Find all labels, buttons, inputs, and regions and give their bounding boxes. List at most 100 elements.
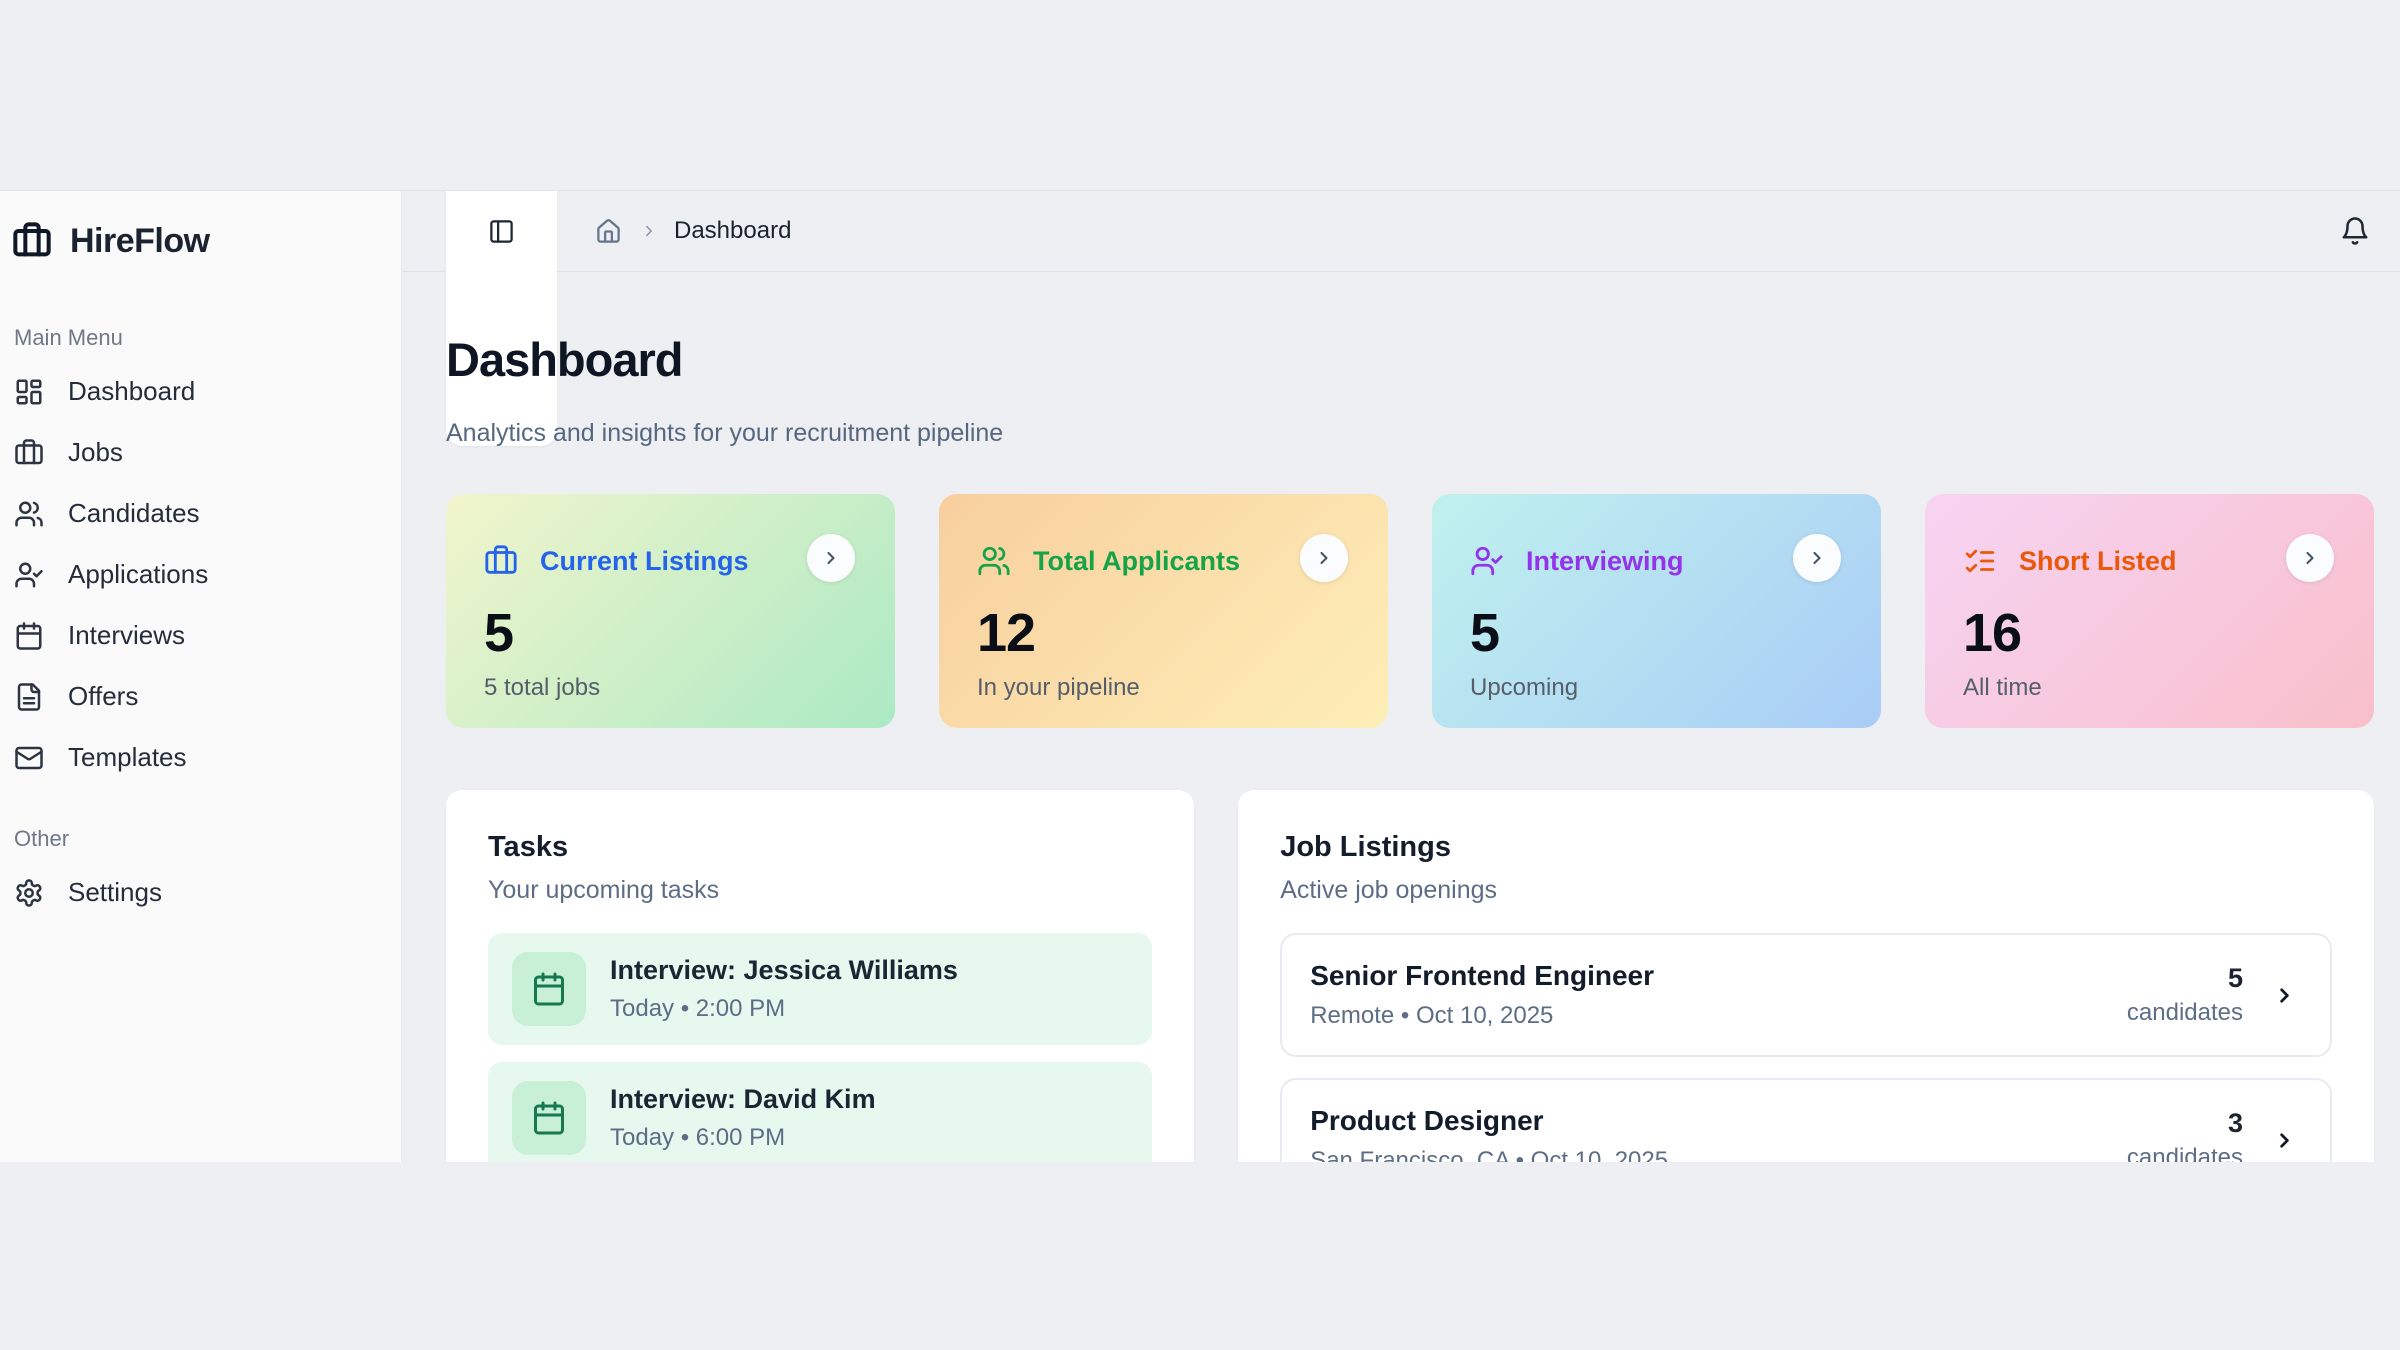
job-candidate-count: 5 <box>2227 963 2243 994</box>
job-candidate-label: candidates <box>2126 999 2243 1027</box>
stat-caption: In your pipeline <box>977 674 1140 702</box>
calendar-icon <box>534 1101 564 1135</box>
stat-cards: Current Listings 5 5 total jobs Total Ap… <box>446 494 2374 729</box>
stat-card-header: Total Applicants <box>977 544 1350 578</box>
task-item[interactable]: Interview: David Kim Today • 6:00 PM <box>488 1062 1153 1162</box>
sidebar-item-dashboard[interactable]: Dashboard <box>10 361 391 422</box>
job-candidate-label: candidates <box>2126 1144 2243 1162</box>
chevron-right-icon <box>2280 988 2289 1003</box>
job-listings-panel: Job Listings Active job openings Senior … <box>1238 790 2374 1162</box>
stat-label: Interviewing <box>1526 545 1684 576</box>
task-item[interactable]: Interview: Jessica Williams Today • 2:00… <box>488 933 1153 1046</box>
sidebar-item-label: Offers <box>68 681 139 711</box>
sidebar-item-templates[interactable]: Templates <box>10 727 391 788</box>
chevron-right-icon <box>827 551 835 565</box>
stat-card-short-listed[interactable]: Short Listed 16 All time <box>1925 494 2374 729</box>
job-count-block: 3 candidates <box>2127 1108 2243 1162</box>
stat-chevron-button[interactable] <box>2286 534 2334 583</box>
content: Dashboard Analytics and insights for you… <box>402 272 2400 1162</box>
calendar-icon <box>534 972 564 1006</box>
stat-card-header: Short Listed <box>1963 544 2336 578</box>
job-candidate-count: 3 <box>2227 1108 2243 1139</box>
sidebar-item-settings[interactable]: Settings <box>10 862 391 923</box>
stat-chevron-button[interactable] <box>1793 534 1841 583</box>
panel-left-icon <box>490 219 513 243</box>
job-info: Senior Frontend Engineer Remote • Oct 10… <box>1310 960 1654 1030</box>
job-list: Senior Frontend Engineer Remote • Oct 10… <box>1280 933 2332 1162</box>
job-row[interactable]: Senior Frontend Engineer Remote • Oct 10… <box>1280 933 2332 1058</box>
mail-icon <box>15 746 43 769</box>
breadcrumb-current: Dashboard <box>674 217 792 244</box>
breadcrumb-separator <box>640 222 658 240</box>
page-title: Dashboard <box>446 333 684 387</box>
nav-section-label-main: Main Menu <box>14 325 123 350</box>
stat-chevron-button[interactable] <box>807 534 855 583</box>
app-window: HireFlow Main Menu Dashboard Jobs Candid… <box>0 190 2400 1162</box>
sidebar-item-label: Applications <box>68 559 209 589</box>
job-right: 5 candidates <box>2127 963 2296 1027</box>
job-open-button[interactable] <box>2273 984 2296 1007</box>
task-time: Today • 6:00 PM <box>610 1124 786 1152</box>
job-listings-subtitle: Active job openings <box>1280 876 1497 905</box>
sidebar-toggle-button[interactable] <box>446 191 557 446</box>
stat-chevron-button[interactable] <box>1300 534 1348 583</box>
task-list: Interview: Jessica Williams Today • 2:00… <box>488 933 1153 1162</box>
briefcase-icon <box>15 438 43 464</box>
breadcrumb-home-button[interactable] <box>595 218 622 245</box>
job-count-block: 5 candidates <box>2127 963 2243 1027</box>
chevron-right-icon <box>646 225 652 237</box>
sidebar-item-label: Dashboard <box>68 376 196 406</box>
brand-name: HireFlow <box>70 221 210 260</box>
sidebar-item-label: Settings <box>68 877 162 907</box>
topbar: Dashboard <box>402 191 2400 446</box>
bell-icon <box>2342 217 2368 245</box>
task-title: Interview: Jessica Williams <box>610 955 958 986</box>
job-right: 3 candidates <box>2127 1108 2296 1162</box>
chevron-right-icon <box>2306 551 2314 565</box>
home-icon <box>597 218 620 243</box>
gear-icon <box>16 878 42 907</box>
nav-section-label-other: Other <box>14 826 70 851</box>
sidebar-item-interviews[interactable]: Interviews <box>10 605 391 666</box>
tasks-title: Tasks <box>488 831 569 864</box>
stat-caption: 5 total jobs <box>484 674 601 702</box>
sidebar-item-candidates[interactable]: Candidates <box>10 483 391 544</box>
sidebar-item-label: Templates <box>68 742 187 772</box>
stat-card-total-applicants[interactable]: Total Applicants 12 In your pipeline <box>939 494 1388 729</box>
file-text-icon <box>17 682 41 711</box>
stat-card-current-listings[interactable]: Current Listings 5 5 total jobs <box>446 494 895 729</box>
sidebar-item-offers[interactable]: Offers <box>10 666 391 727</box>
notifications-button[interactable] <box>2340 216 2370 246</box>
stat-value: 16 <box>1963 603 2022 664</box>
chevron-right-icon <box>1320 551 1328 565</box>
sidebar-item-label: Candidates <box>68 498 200 528</box>
brand-logo: HireFlow <box>10 221 391 261</box>
job-title: Product Designer <box>1310 1105 1544 1137</box>
stat-label: Short Listed <box>2019 545 2177 576</box>
task-icon-box <box>512 1081 586 1156</box>
stat-value: 12 <box>977 603 1036 664</box>
task-text: Interview: David Kim Today • 6:00 PM <box>610 1084 876 1152</box>
sidebar-item-jobs[interactable]: Jobs <box>10 422 391 483</box>
sidebar-item-applications[interactable]: Applications <box>10 544 391 605</box>
stat-caption: Upcoming <box>1470 674 1579 702</box>
briefcase-icon <box>485 545 517 574</box>
panels: Tasks Your upcoming tasks Interview: Jes… <box>446 790 2374 1162</box>
stat-card-interviewing[interactable]: Interviewing 5 Upcoming <box>1432 494 1881 729</box>
users-icon <box>978 546 1010 576</box>
job-row[interactable]: Product Designer San Francisco, CA • Oct… <box>1280 1078 2332 1162</box>
stat-value: 5 <box>484 603 514 664</box>
chevron-right-icon <box>2280 1133 2289 1148</box>
tasks-panel: Tasks Your upcoming tasks Interview: Jes… <box>446 790 1195 1162</box>
task-time: Today • 2:00 PM <box>610 995 786 1023</box>
layout-dashboard-icon <box>16 379 42 404</box>
job-listings-title: Job Listings <box>1280 831 1451 864</box>
task-text: Interview: Jessica Williams Today • 2:00… <box>610 955 958 1023</box>
job-open-button[interactable] <box>2273 1129 2296 1152</box>
task-title: Interview: David Kim <box>610 1084 876 1115</box>
stat-label: Current Listings <box>540 545 749 576</box>
stat-caption: All time <box>1963 674 2042 702</box>
tasks-subtitle: Your upcoming tasks <box>488 876 720 905</box>
users-icon <box>15 501 43 526</box>
stat-value: 5 <box>1470 603 1500 664</box>
